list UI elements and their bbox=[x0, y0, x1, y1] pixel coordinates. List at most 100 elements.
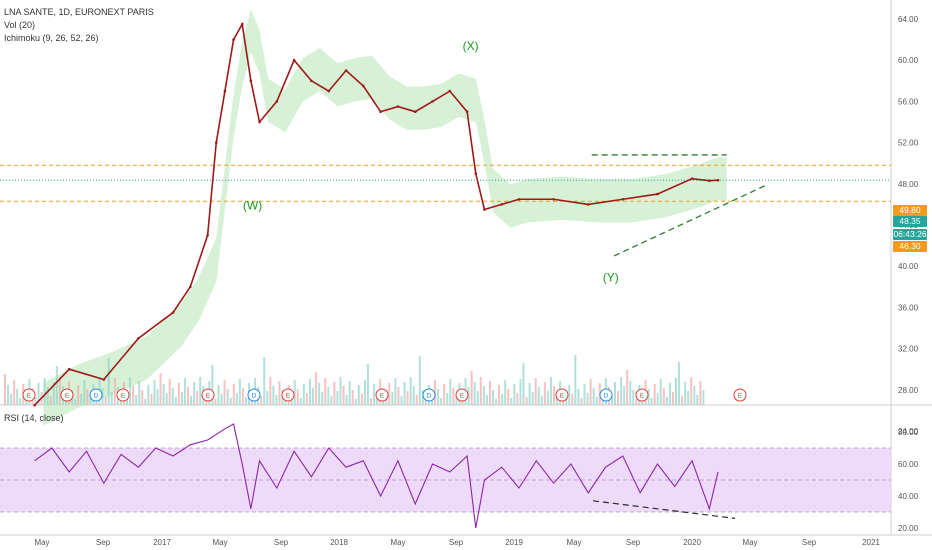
event-marker-label: E bbox=[121, 393, 126, 400]
volume-bar bbox=[55, 366, 58, 405]
price-axis-tick: 40.00 bbox=[898, 262, 919, 271]
volume-bar bbox=[150, 394, 153, 405]
volume-bar bbox=[263, 357, 266, 405]
volume-bar bbox=[238, 379, 241, 405]
price-point bbox=[292, 58, 296, 62]
volume-bar bbox=[299, 398, 302, 405]
volume-bar bbox=[678, 362, 681, 405]
volume-bar bbox=[220, 394, 223, 405]
volume-bar bbox=[455, 397, 458, 405]
rsi-axis-tick: 20.00 bbox=[898, 524, 919, 533]
event-marker-label: D bbox=[604, 393, 609, 400]
volume-bar bbox=[702, 390, 705, 405]
volume-bar bbox=[385, 397, 388, 405]
price-axis-tick: 60.00 bbox=[898, 56, 919, 65]
volume-bar bbox=[187, 387, 189, 405]
volume-bar bbox=[617, 391, 620, 405]
volume-bar bbox=[449, 379, 452, 405]
volume-bar bbox=[534, 378, 537, 405]
price-axis-tick: 32.00 bbox=[898, 345, 919, 354]
legend-rsi[interactable]: RSI (14, close) bbox=[4, 413, 64, 423]
volume-bar bbox=[504, 380, 507, 405]
volume-bar bbox=[19, 398, 22, 405]
event-marker-circle bbox=[201, 388, 215, 402]
volume-bar bbox=[391, 392, 394, 405]
volume-bar bbox=[174, 397, 177, 405]
legend-ichimoku[interactable]: Ichimoku (9, 26, 52, 26) bbox=[4, 33, 99, 43]
volume-bar bbox=[269, 377, 272, 405]
volume-bar bbox=[699, 381, 702, 405]
ichimoku-cloud bbox=[43, 9, 727, 426]
volume-bar bbox=[43, 378, 46, 405]
price-tag-support: 46.30 bbox=[893, 241, 927, 252]
volume-bar bbox=[132, 386, 135, 405]
price-point bbox=[275, 100, 279, 103]
volume-bar bbox=[650, 398, 653, 405]
time-axis-tick: 2018 bbox=[330, 538, 348, 547]
volume-bar bbox=[656, 393, 659, 405]
price-axis-tick: 24.00 bbox=[898, 427, 919, 436]
volume-bar bbox=[138, 381, 141, 405]
volume-bar bbox=[101, 388, 104, 405]
event-marker-dividend: D bbox=[247, 388, 261, 402]
volume-bar bbox=[89, 398, 92, 405]
volume-bar bbox=[623, 386, 626, 405]
volume-bar bbox=[659, 379, 662, 405]
volume-bar bbox=[647, 389, 650, 405]
volume-bar bbox=[519, 379, 522, 405]
event-marker-circle bbox=[733, 388, 747, 402]
price-point bbox=[137, 337, 140, 340]
volume-bar bbox=[49, 396, 52, 405]
volume-bar bbox=[488, 381, 491, 405]
price-point bbox=[448, 89, 452, 93]
volume-bar bbox=[434, 380, 437, 405]
volume-bar bbox=[363, 380, 366, 405]
legend-volume[interactable]: Vol (20) bbox=[4, 20, 36, 30]
event-marker-label: D bbox=[427, 393, 432, 400]
time-axis-tick: May bbox=[742, 538, 757, 547]
volume-bar bbox=[418, 356, 421, 405]
volume-bar bbox=[675, 378, 677, 405]
volume-bar bbox=[37, 383, 40, 405]
volume-bar bbox=[147, 385, 150, 405]
volume-bar bbox=[333, 382, 336, 405]
volume-bar bbox=[321, 392, 324, 405]
legend-symbol[interactable]: LNA SANTE, 1D, EURONEXT PARIS bbox=[4, 7, 154, 17]
volume-bar bbox=[479, 377, 482, 405]
event-marker-label: E bbox=[460, 393, 465, 400]
volume-bar bbox=[693, 386, 696, 405]
rsi-axis-tick: 40.00 bbox=[898, 492, 919, 501]
volume-bar bbox=[129, 377, 132, 405]
volume-bar bbox=[183, 378, 186, 405]
event-marker-circle bbox=[89, 388, 103, 402]
volume-bar bbox=[278, 381, 281, 405]
volume-bar bbox=[525, 397, 528, 405]
volume-bar bbox=[135, 395, 138, 405]
volume-bar bbox=[10, 394, 13, 405]
volume-bar bbox=[485, 395, 488, 405]
volume-bar bbox=[324, 378, 327, 405]
volume-bar bbox=[312, 388, 315, 405]
volume-bar bbox=[553, 386, 555, 405]
time-axis-tick: May bbox=[212, 538, 227, 547]
price-axis-tick: 64.00 bbox=[898, 15, 919, 24]
volume-bar bbox=[446, 393, 449, 405]
price-point bbox=[327, 89, 331, 93]
event-marker-label: E bbox=[380, 393, 385, 400]
volume-bar bbox=[574, 355, 577, 405]
price-axis-tick: 52.00 bbox=[898, 139, 919, 148]
volume-bar bbox=[83, 380, 86, 405]
price-point bbox=[67, 367, 71, 371]
volume-bar bbox=[77, 385, 80, 405]
volume-bar bbox=[507, 389, 510, 405]
volume-bar bbox=[156, 389, 159, 405]
wave-label: (Y) bbox=[603, 271, 619, 285]
volume-bar bbox=[394, 378, 397, 405]
rsi-line bbox=[34, 423, 719, 529]
volume-bar bbox=[668, 383, 671, 405]
time-axis-tick: May bbox=[566, 538, 581, 547]
price-point bbox=[552, 197, 555, 201]
rsi-axis-tick: 60.00 bbox=[898, 460, 919, 469]
event-marker-earnings: E bbox=[60, 388, 74, 402]
